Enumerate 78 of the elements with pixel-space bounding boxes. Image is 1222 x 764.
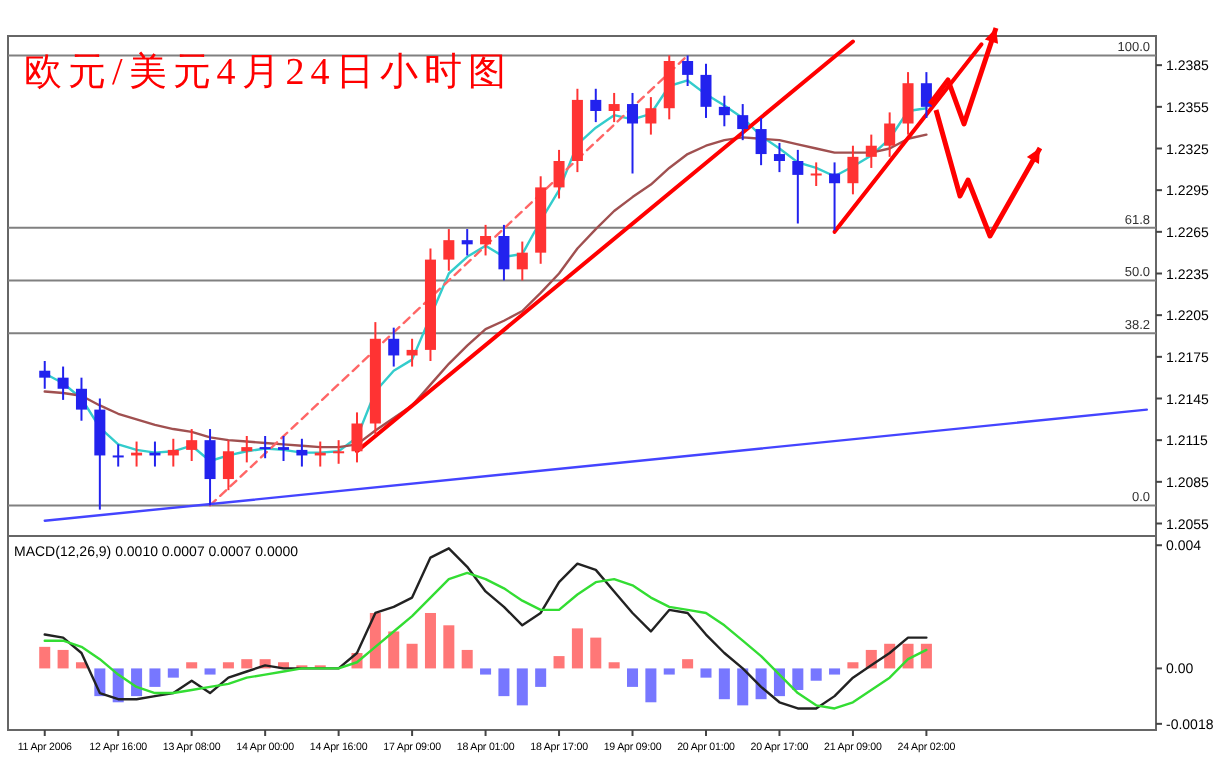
candlestick <box>259 435 271 460</box>
candlestick <box>351 411 363 464</box>
candlestick <box>94 397 106 511</box>
chart-title: 欧元/美元4月24日小时图 <box>24 50 512 94</box>
candlestick <box>296 437 308 468</box>
bar <box>388 631 400 669</box>
candlestick <box>700 62 712 119</box>
bar <box>204 668 216 675</box>
candlestick <box>39 360 51 390</box>
candlestick <box>773 141 785 174</box>
candlestick <box>792 148 804 225</box>
candlestick <box>627 91 639 175</box>
bar <box>663 668 675 675</box>
bar <box>516 668 528 706</box>
candlestick <box>847 144 859 196</box>
bar <box>424 612 436 669</box>
candlestick <box>902 71 914 136</box>
bar <box>535 668 547 687</box>
candlestick <box>461 228 473 257</box>
candlestick <box>75 376 87 422</box>
candlestick <box>516 240 528 282</box>
bar <box>700 668 712 678</box>
bar <box>222 662 234 669</box>
bar <box>406 643 418 669</box>
bar <box>755 668 767 700</box>
candlestick <box>167 437 179 468</box>
bar <box>553 656 565 669</box>
bar <box>645 668 657 703</box>
bar <box>847 662 859 669</box>
candlestick <box>406 337 418 368</box>
bar <box>590 637 602 669</box>
candlestick <box>884 111 896 158</box>
bar <box>149 668 161 687</box>
bar <box>737 668 749 706</box>
candlestick <box>204 428 216 507</box>
bar <box>167 668 179 678</box>
bar <box>241 659 253 669</box>
candlestick <box>920 71 932 119</box>
candlestick <box>718 94 730 128</box>
candlestick <box>737 103 749 142</box>
bar <box>57 649 69 669</box>
candlestick <box>810 161 822 187</box>
bar <box>571 628 583 669</box>
candlestick <box>608 91 620 124</box>
candlestick <box>443 228 455 272</box>
bar <box>39 646 51 669</box>
candlestick <box>112 443 124 468</box>
candlestick <box>829 161 841 232</box>
candlestick <box>57 365 69 401</box>
bar <box>792 668 804 690</box>
bar <box>829 668 841 675</box>
candlestick <box>186 428 198 462</box>
candlestick <box>682 54 694 87</box>
bar <box>810 668 822 681</box>
bar <box>608 662 620 669</box>
candlestick <box>388 326 400 368</box>
candlestick <box>590 87 602 124</box>
candlestick <box>222 439 234 492</box>
bar <box>461 649 473 669</box>
bar <box>920 643 932 669</box>
candlestick <box>865 133 877 169</box>
bar <box>718 668 730 700</box>
candlestick <box>241 435 253 464</box>
bar <box>186 662 198 669</box>
bar <box>443 625 455 669</box>
candlestick <box>333 439 345 465</box>
bar <box>682 659 694 669</box>
bar <box>480 668 492 675</box>
candlestick <box>498 223 510 282</box>
bar <box>131 668 143 697</box>
candlestick <box>480 223 492 257</box>
bar <box>498 668 510 697</box>
candlestick <box>553 148 565 200</box>
candlestick <box>645 96 657 136</box>
candlestick <box>663 54 675 121</box>
bar <box>627 668 639 687</box>
candlestick <box>755 116 767 167</box>
candlestick <box>278 435 290 462</box>
